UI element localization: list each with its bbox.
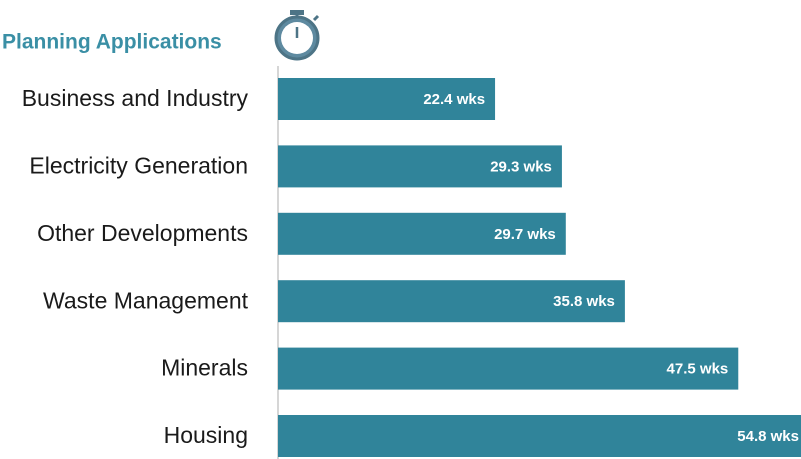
category-label: Business and Industry bbox=[22, 85, 249, 111]
bar bbox=[278, 280, 625, 323]
bar bbox=[278, 212, 566, 255]
category-label: Waste Management bbox=[43, 287, 249, 313]
value-label: 22.4 wks bbox=[423, 91, 485, 108]
stopwatch-icon bbox=[274, 10, 320, 61]
bar bbox=[278, 415, 801, 457]
category-label: Housing bbox=[164, 422, 248, 448]
bar bbox=[278, 145, 562, 188]
bar bbox=[278, 78, 496, 120]
category-label: Minerals bbox=[161, 355, 248, 381]
category-label: Other Developments bbox=[37, 220, 248, 246]
value-label: 47.5 wks bbox=[667, 361, 729, 378]
value-label: 29.3 wks bbox=[490, 158, 552, 175]
value-label: 29.7 wks bbox=[494, 226, 556, 243]
chart-title: Planning Applications bbox=[2, 31, 222, 54]
value-label: 35.8 wks bbox=[553, 293, 615, 310]
value-label: 54.8 wks bbox=[737, 428, 799, 445]
bar bbox=[278, 347, 739, 390]
category-label: Electricity Generation bbox=[29, 152, 248, 178]
